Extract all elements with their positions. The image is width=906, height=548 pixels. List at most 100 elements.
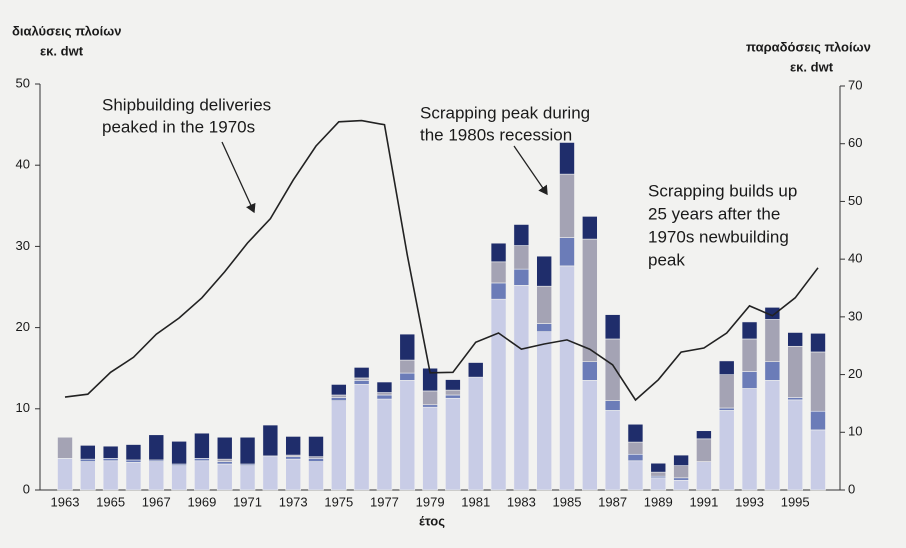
x-tick-label: 1963: [51, 494, 80, 509]
x-tick-label: 1979: [416, 494, 445, 509]
bar-segment: [194, 460, 210, 491]
bar-segment: [810, 351, 826, 412]
bar-segment: [171, 440, 187, 465]
bar-segment: [308, 436, 324, 458]
x-axis-title: έτος: [419, 513, 445, 528]
bar-segment: [604, 410, 621, 491]
bar-segment: [194, 458, 210, 462]
bar-segment: [467, 362, 484, 378]
bar-segment: [331, 394, 347, 398]
y-tick-label: 20: [16, 319, 30, 334]
bar-segment: [376, 392, 393, 396]
x-tick-label: 1973: [279, 494, 308, 509]
bar-segment: [604, 314, 621, 340]
bar-segment: [194, 432, 210, 459]
bar-segment: [604, 338, 621, 401]
bar-segment: [353, 377, 370, 381]
bar-segment: [673, 479, 689, 491]
bar-segment: [627, 453, 644, 462]
bar-segment: [467, 376, 484, 491]
y-tick-label: 50: [16, 75, 30, 90]
bar-segment: [764, 319, 781, 363]
bar-segment: [741, 321, 758, 340]
bar-segment: [582, 361, 598, 381]
bar-segment: [239, 465, 256, 491]
bar-segment: [513, 224, 530, 246]
x-tick-label: 1991: [689, 494, 718, 509]
bar-segment: [536, 285, 552, 324]
bar-segment: [741, 388, 758, 491]
bar-segment: [285, 458, 301, 491]
bar-segment: [673, 454, 689, 466]
x-tick-label: 1987: [598, 494, 627, 509]
y2-axis-title: εκ. dwt: [790, 59, 834, 74]
bar-segment: [422, 390, 438, 406]
line: [64, 119, 819, 402]
x-tick-label: 1981: [461, 494, 490, 509]
annotation-arrow: [513, 145, 548, 196]
bar-segment: [741, 338, 758, 372]
bar-segment: [376, 398, 393, 491]
bar-segment: [125, 462, 142, 491]
bar-segment: [285, 436, 301, 456]
y2-axis-title: παραδόσεις πλοίων: [746, 39, 871, 54]
bar-segment: [650, 471, 667, 477]
bar-segment: [787, 399, 803, 491]
y2-tick-label: 50: [848, 193, 862, 208]
bar-segment: [353, 384, 370, 491]
bar-segment: [787, 345, 803, 398]
x-tick-label: 1969: [187, 494, 216, 509]
bar-segment: [490, 298, 507, 491]
bar-segment: [376, 381, 393, 393]
bar-segment: [445, 394, 461, 399]
bar-segment: [673, 477, 689, 481]
bar-segment: [810, 410, 826, 431]
bar-segment: [787, 397, 803, 401]
bar-segment: [627, 423, 644, 443]
bar-segment: [490, 261, 507, 284]
bar-segment: [80, 461, 96, 491]
x-tick-label: 1965: [96, 494, 125, 509]
annotation: Scrapping peak during: [420, 103, 590, 122]
bar-segment: [125, 444, 142, 461]
bar-segment: [718, 410, 735, 491]
annotation-arrow: [221, 141, 256, 214]
y2-tick-label: 30: [848, 308, 862, 323]
y2-tick-label: 20: [848, 366, 862, 381]
y-axis-title: διαλύσεις πλοίων: [12, 23, 121, 38]
bar-segment: [148, 461, 165, 491]
bar-segment: [399, 359, 416, 374]
bar-segment: [331, 384, 347, 396]
annotation: 25 years after the: [648, 204, 780, 223]
x-tick-label: 1971: [233, 494, 262, 509]
bar-segment: [422, 404, 438, 408]
bar-segment: [559, 265, 575, 491]
bar-segment: [627, 441, 644, 455]
bar-segment: [513, 268, 530, 286]
bar-segment: [764, 306, 781, 320]
bar-segment: [80, 458, 96, 462]
bar-segment: [57, 436, 73, 459]
bar-segment: [285, 456, 301, 460]
y-tick-label: 30: [16, 238, 30, 253]
bar-segment: [376, 394, 393, 400]
bar-segment: [490, 242, 507, 263]
bar-segment: [148, 434, 165, 461]
bar-segment: [787, 332, 803, 347]
annotation: peak: [648, 250, 685, 269]
bar-segment: [696, 438, 712, 462]
y-tick-label: 10: [16, 400, 30, 415]
bar-segment: [262, 455, 279, 491]
bar-segment: [810, 332, 826, 353]
bar-segment: [582, 238, 598, 363]
bar-segment: [216, 436, 233, 460]
y2-tick-label: 70: [848, 77, 862, 92]
bar-segment: [171, 465, 187, 491]
bar-segment: [445, 379, 461, 391]
bar-segment: [741, 371, 758, 389]
bar-segment: [718, 407, 735, 411]
y2-tick-label: 40: [848, 251, 862, 266]
bar-segment: [673, 465, 689, 479]
bar-segment: [331, 397, 347, 401]
